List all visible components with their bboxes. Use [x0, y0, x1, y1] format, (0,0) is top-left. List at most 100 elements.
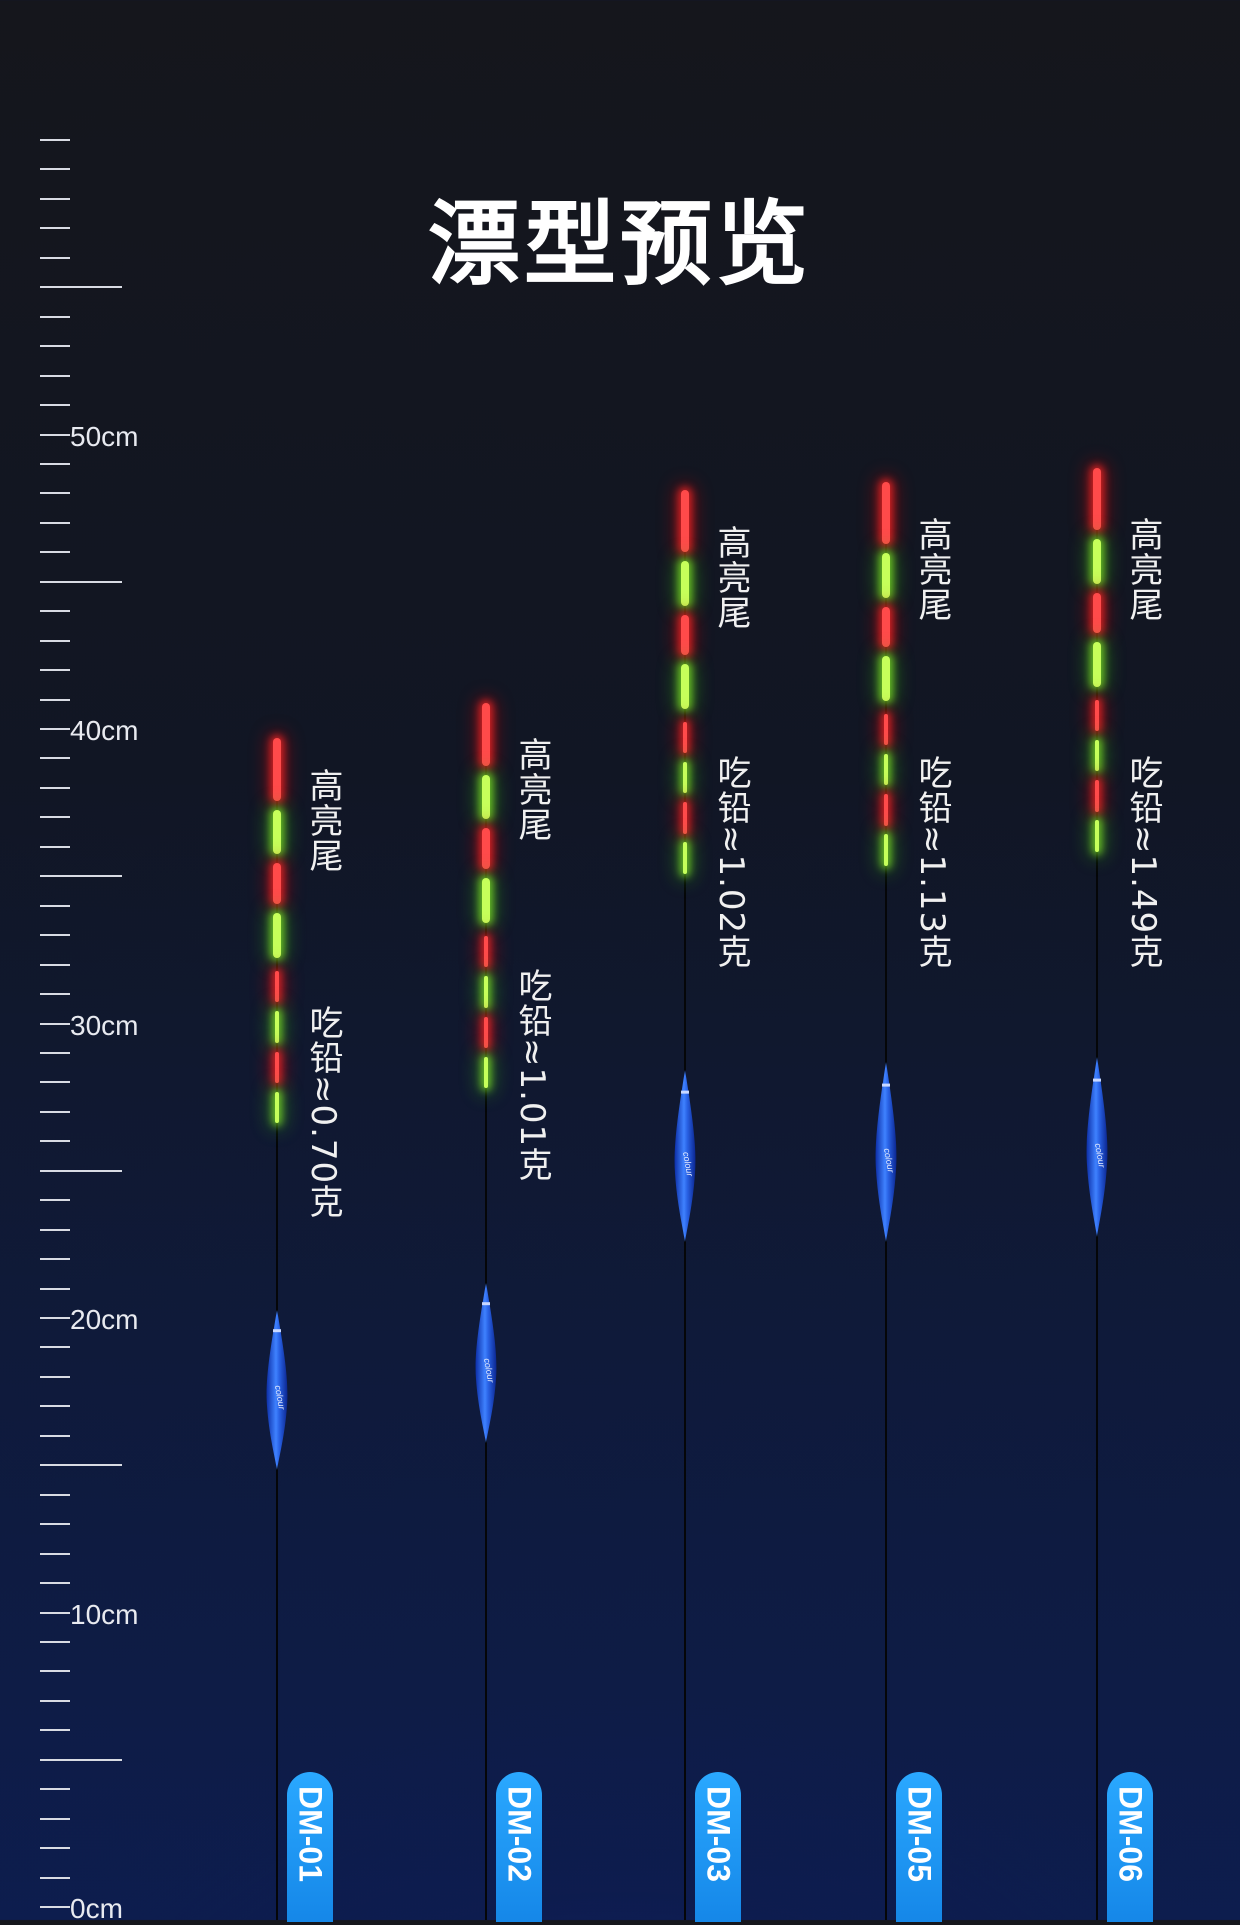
ruler-tick	[40, 904, 70, 907]
ruler-major-tick	[40, 433, 70, 436]
tail-segment-green	[484, 976, 488, 1008]
ruler-tick	[40, 1258, 70, 1261]
tail-label: 高亮尾	[303, 768, 343, 873]
ruler-tick	[40, 1523, 70, 1526]
ruler-tick	[40, 1287, 70, 1290]
tail-segment-red	[273, 863, 281, 904]
tail-segment-green	[882, 553, 890, 598]
ruler-tick	[40, 404, 70, 407]
weight-label: 吃铅≈1.13克	[912, 755, 952, 970]
ruler-tick	[40, 256, 70, 259]
model-badge: DM-06	[1107, 1772, 1153, 1922]
float-body: colour	[674, 1070, 696, 1242]
ruler-tick	[40, 1670, 70, 1673]
tail-segment-red	[484, 935, 488, 968]
float-body: colour	[1086, 1057, 1108, 1237]
ruler-tick	[40, 845, 70, 848]
tail-segment-red	[1093, 468, 1101, 531]
ruler-tick	[40, 462, 70, 465]
ruler-tick	[40, 934, 70, 937]
ruler-tick	[40, 639, 70, 642]
tail-segment-green	[275, 1011, 279, 1043]
float-logo: colour	[482, 1358, 496, 1385]
tail-segment-green	[681, 561, 689, 606]
ruler-label: 0cm	[70, 1893, 123, 1924]
ruler-tick	[40, 669, 70, 672]
float-logo: colour	[1093, 1143, 1107, 1170]
ruler-tick	[40, 168, 70, 171]
float-logo: colour	[681, 1151, 695, 1178]
ruler-tick	[40, 1346, 70, 1349]
ruler-tick	[40, 1699, 70, 1702]
tail-label: 高亮尾	[912, 517, 952, 622]
tail-label: 高亮尾	[512, 737, 552, 842]
ruler-tick	[40, 1493, 70, 1496]
tail-segment-green	[882, 656, 890, 701]
tail-segment-red	[482, 828, 490, 869]
ruler-major-tick	[40, 1906, 70, 1908]
ruler-tick	[40, 1169, 122, 1172]
ruler-tick	[40, 1817, 70, 1820]
tail-segment-red	[882, 482, 890, 545]
tail-segment-green	[273, 809, 281, 855]
ruler-tick	[40, 315, 70, 318]
ruler-tick	[40, 993, 70, 996]
ruler-tick	[40, 551, 70, 554]
tail-segment-red	[1095, 780, 1099, 812]
ruler-tick	[40, 1228, 70, 1231]
ruler-tick	[40, 1876, 70, 1879]
weight-label: 吃铅≈1.01克	[512, 968, 552, 1183]
tail-segment-green	[683, 762, 687, 794]
ruler-tick	[40, 786, 70, 789]
ruler-tick	[40, 1847, 70, 1850]
weight-label: 吃铅≈1.02克	[711, 755, 751, 970]
ruler-label: 10cm	[70, 1598, 139, 1630]
tail-segment-green	[482, 774, 490, 820]
float-dm02: colour 高亮尾吃铅≈1.01克 DM-02	[446, 0, 552, 1922]
ruler-major-tick	[40, 1022, 70, 1025]
float-body: colour	[266, 1310, 288, 1470]
ruler-tick	[40, 1140, 70, 1143]
tail-segment-green	[681, 664, 689, 709]
ruler-tick	[40, 816, 70, 819]
ruler-tick	[40, 139, 70, 141]
ruler-tick	[40, 1051, 70, 1054]
ruler-tick	[40, 1640, 70, 1643]
ruler-tick	[40, 698, 70, 701]
float-dm01: colour 高亮尾 吃铅≈0.70克 DM-01	[237, 0, 343, 1922]
ruler-tick	[40, 345, 70, 348]
model-badge: DM-01	[287, 1772, 333, 1922]
float-dm05: colour 高亮尾吃铅≈1.13克 DM-05	[846, 0, 952, 1922]
ruler-tick	[40, 1405, 70, 1408]
ruler-tick	[40, 1110, 70, 1113]
ruler-major-tick	[40, 1317, 70, 1319]
ruler-tick	[40, 1199, 70, 1202]
ruler-tick	[40, 1729, 70, 1732]
tail-segment-green	[884, 834, 888, 866]
ruler: 50cm 40cm 30cm 20cm 10cm 0cm	[0, 0, 200, 1924]
ruler-tick	[40, 1582, 70, 1585]
tail-segment-red	[884, 714, 888, 746]
ruler-tick	[40, 580, 122, 583]
ruler-tick	[40, 521, 70, 524]
tail-segment-green	[1095, 740, 1099, 772]
tail-label: 高亮尾	[711, 525, 751, 630]
ruler-tick	[40, 1788, 70, 1791]
float-body: colour	[475, 1283, 497, 1443]
tail-segment-green	[1095, 820, 1099, 852]
model-badge: DM-05	[896, 1772, 942, 1922]
ruler-major-tick	[40, 728, 70, 730]
tail-segment-green	[1093, 642, 1101, 687]
tail-segment-green	[1093, 539, 1101, 584]
tail-segment-red	[484, 1016, 488, 1048]
float-logo: colour	[882, 1148, 896, 1175]
ruler-major-tick	[40, 1611, 70, 1614]
tail-segment-green	[273, 912, 281, 958]
tail-segment-red	[683, 722, 687, 754]
ruler-label: 30cm	[70, 1009, 139, 1041]
tail-segment-red	[882, 606, 890, 648]
ruler-tick	[40, 227, 70, 230]
model-badge: DM-02	[496, 1772, 542, 1922]
tail-segment-green	[275, 1091, 279, 1124]
ruler-label: 20cm	[70, 1304, 139, 1335]
